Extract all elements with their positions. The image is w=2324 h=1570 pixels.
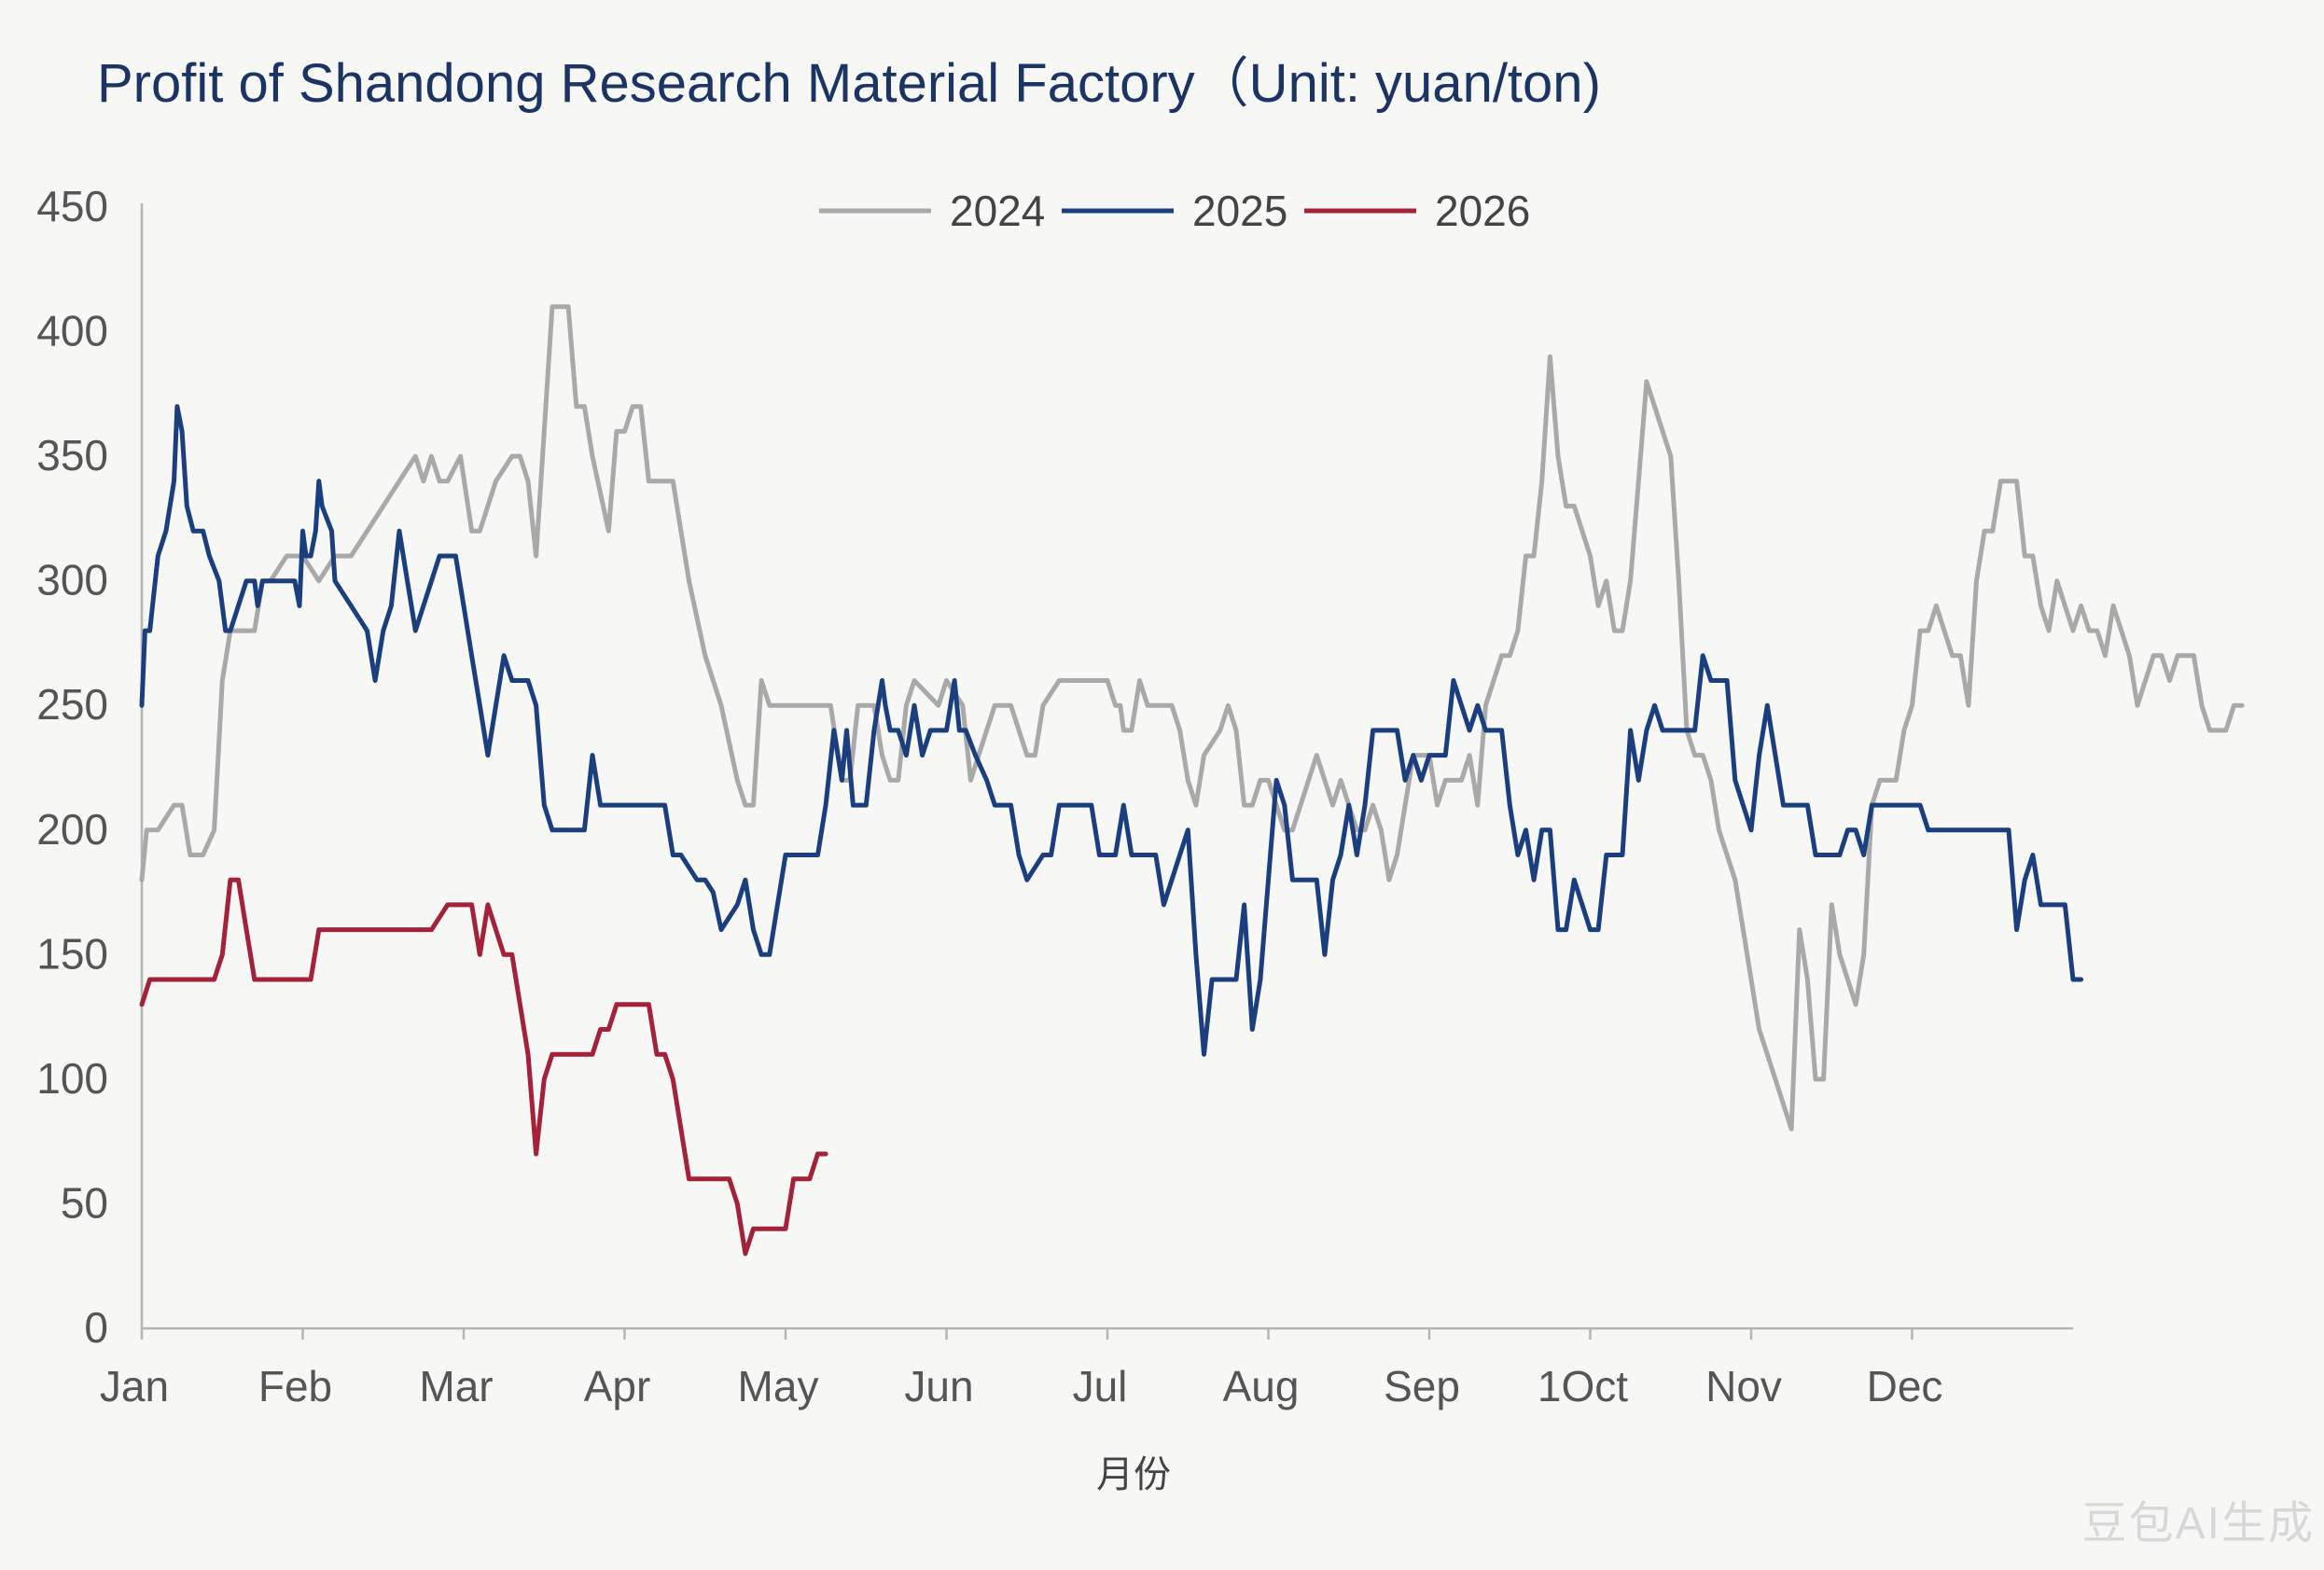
- x-tick-label: Sep: [1384, 1362, 1460, 1410]
- x-tick-label: Aug: [1223, 1362, 1300, 1410]
- y-tick-label: 400: [36, 307, 108, 355]
- x-tick-label: Dec: [1867, 1362, 1943, 1410]
- series-lines: [139, 304, 2245, 1257]
- x-axis-ticks: Jan Feb Mar Apr May Jun Jul Aug Sep 1Oct Nov Dec: [100, 1328, 1942, 1410]
- x-tick-label: Jul: [1073, 1362, 1128, 1410]
- series-line-2024: [139, 304, 2245, 1132]
- y-tick-label: 300: [36, 556, 108, 604]
- x-tick-label: Feb: [258, 1362, 332, 1410]
- x-tick-label: 1Oct: [1538, 1362, 1628, 1410]
- y-tick-label: 200: [36, 805, 108, 854]
- legend-label-2024: 2024: [950, 187, 1045, 235]
- y-tick-label: 350: [36, 431, 108, 479]
- y-tick-label: 250: [36, 680, 108, 729]
- y-tick-label: 450: [36, 182, 108, 230]
- y-axis-ticks: 0 50 100 150 200 250 300 350 400 450: [36, 182, 108, 1352]
- series-line-2025: [139, 404, 2084, 1057]
- axes: [140, 203, 2073, 1330]
- x-tick-label: May: [738, 1362, 819, 1410]
- y-tick-label: 50: [61, 1178, 108, 1227]
- y-tick-label: 150: [36, 929, 108, 978]
- x-axis-title: 月份: [1096, 1453, 1171, 1496]
- watermark: 豆包AI生成: [2081, 1499, 2315, 1549]
- x-tick-label: Apr: [584, 1362, 651, 1410]
- y-tick-label: 0: [84, 1303, 108, 1352]
- chart-title: Profit of Shandong Research Material Fac…: [97, 53, 1601, 114]
- series-line-2026: [139, 877, 828, 1257]
- legend-label-2025: 2025: [1192, 187, 1287, 235]
- x-tick-label: Mar: [419, 1362, 493, 1410]
- legend-label-2026: 2026: [1435, 187, 1530, 235]
- legend: 2024 2025 2026: [819, 187, 1530, 235]
- y-tick-label: 100: [36, 1054, 108, 1103]
- x-tick-label: Jan: [100, 1362, 169, 1410]
- x-tick-label: Nov: [1705, 1362, 1782, 1410]
- x-tick-label: Jun: [904, 1362, 973, 1410]
